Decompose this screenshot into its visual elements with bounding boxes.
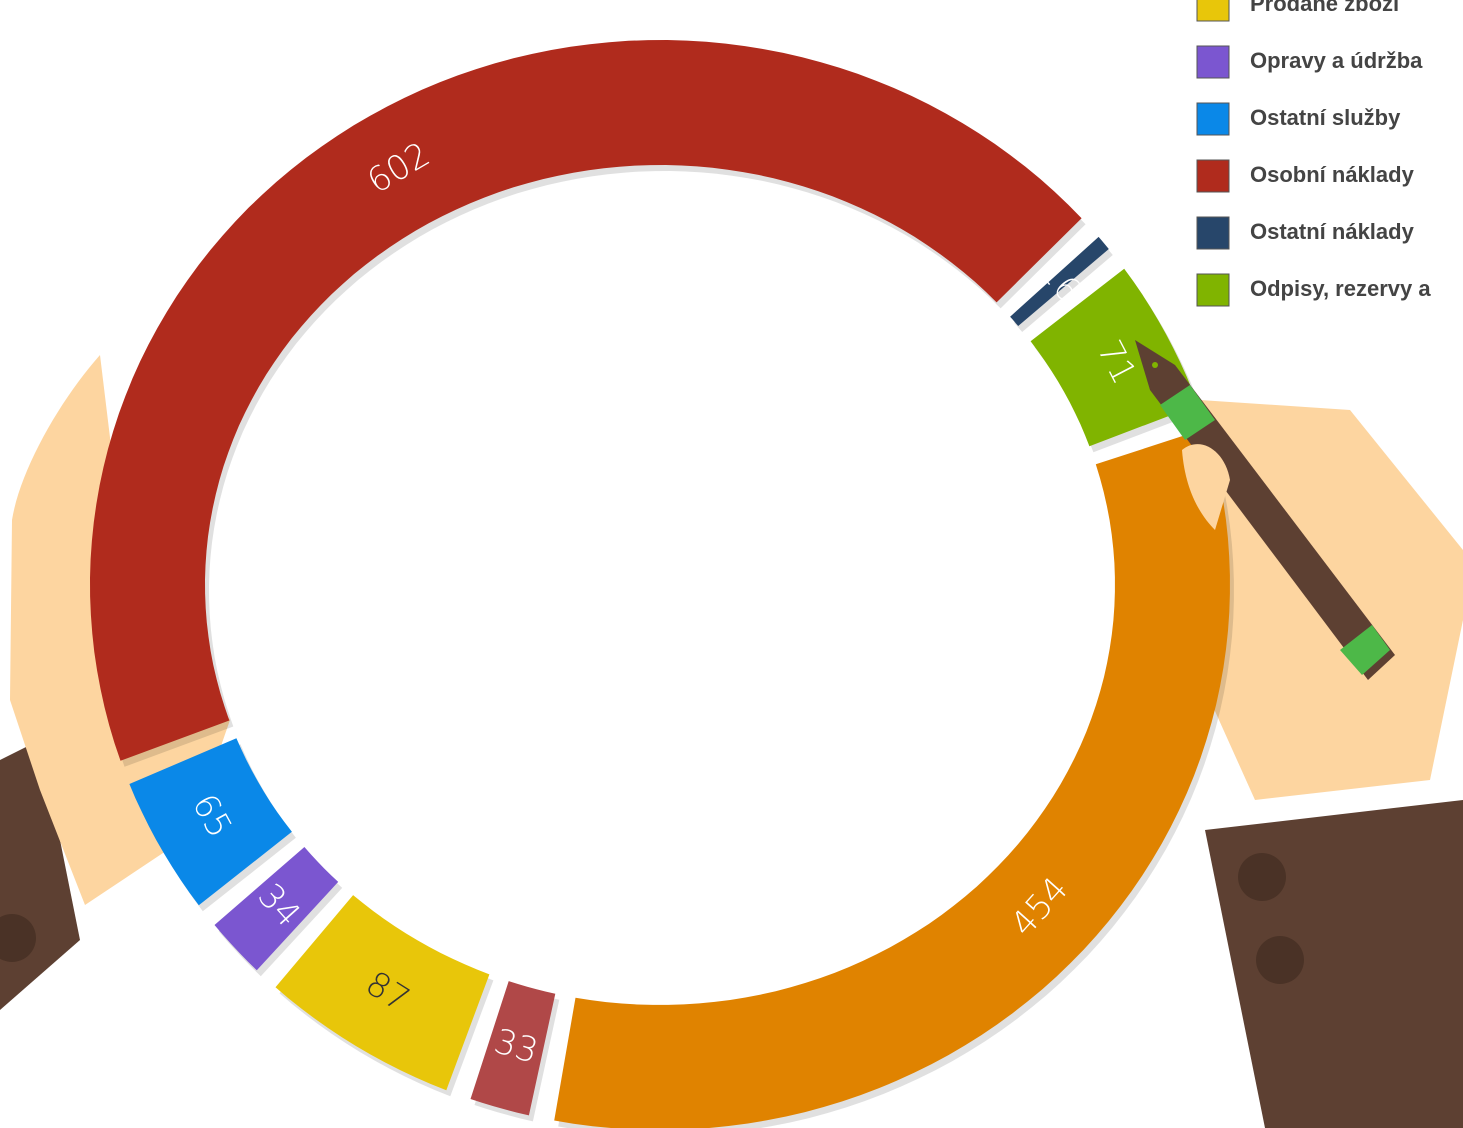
chart: 454338734656021671 Prodané zboží Opravy a… [0, 0, 1463, 1128]
legend-swatch [1197, 217, 1229, 249]
legend-label: Odpisy, rezervy a [1250, 276, 1431, 301]
legend-label: Opravy a údržba [1250, 48, 1423, 73]
button [1238, 853, 1286, 901]
legend-swatch [1197, 103, 1229, 135]
donut-segment [90, 40, 1082, 761]
button [1256, 936, 1304, 984]
legend: Prodané zboží Opravy a údržba Ostatní služ… [1197, 0, 1431, 306]
legend-label: Ostatní služby [1250, 105, 1401, 130]
legend-label: Ostatní náklady [1250, 219, 1415, 244]
right-sleeve [1205, 800, 1463, 1128]
legend-swatch [1197, 0, 1229, 21]
pen-dot [1152, 362, 1158, 368]
legend-swatch [1197, 160, 1229, 192]
legend-label: Prodané zboží [1250, 0, 1400, 16]
legend-swatch [1197, 46, 1229, 78]
legend-swatch [1197, 274, 1229, 306]
donut-segment [554, 428, 1230, 1128]
legend-label: Osobní náklady [1250, 162, 1415, 187]
